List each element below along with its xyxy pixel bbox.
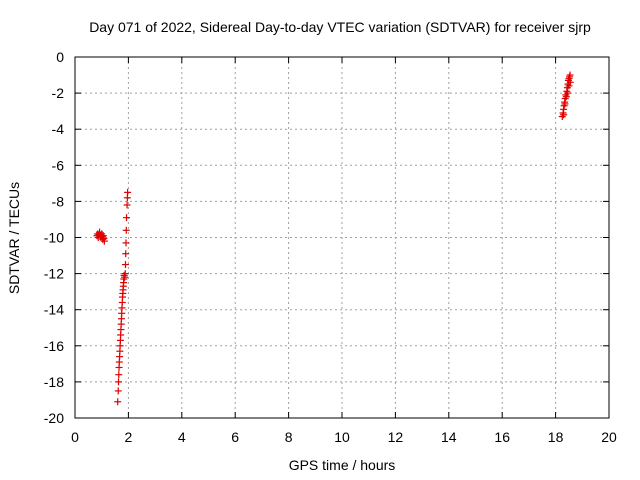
data-point <box>122 226 130 234</box>
data-point <box>123 201 131 209</box>
x-tick-label: 14 <box>441 429 457 445</box>
data-point <box>100 237 108 245</box>
data-point <box>560 111 568 119</box>
data-point <box>114 398 122 406</box>
data-point <box>121 261 129 269</box>
data-point <box>566 78 574 86</box>
chart-title: Day 071 of 2022, Sidereal Day-to-day VTE… <box>89 19 591 35</box>
y-tick-label: -10 <box>44 230 64 246</box>
y-tick-label: 0 <box>56 49 64 65</box>
axis-ticks <box>74 56 610 419</box>
y-tick-label: -4 <box>52 121 65 137</box>
data-point <box>122 250 130 258</box>
data-point <box>122 239 130 247</box>
data-point <box>123 214 131 222</box>
x-tick-label: 2 <box>125 429 133 445</box>
y-tick-label: -12 <box>44 266 64 282</box>
data-point <box>115 378 123 386</box>
y-tick-label: -16 <box>44 338 64 354</box>
y-axis-label: SDTVAR / TECUs <box>6 182 22 294</box>
x-tick-label: 8 <box>285 429 293 445</box>
x-tick-label: 6 <box>231 429 239 445</box>
data-point <box>121 270 129 278</box>
data-point <box>124 188 132 196</box>
tick-labels: 0 2 4 6 8 10 12 14 16 18 20 0 -2 -4 -6 -8 -10 -12 -14 -16 -1… <box>44 49 617 445</box>
x-tick-label: 12 <box>388 429 404 445</box>
y-tick-label: -14 <box>44 302 64 318</box>
x-tick-label: 4 <box>178 429 186 445</box>
data-points <box>93 71 574 406</box>
x-tick-label: 20 <box>601 429 617 445</box>
x-tick-label: 0 <box>71 429 79 445</box>
y-tick-label: -8 <box>52 193 65 209</box>
y-tick-label: -18 <box>44 374 64 390</box>
x-axis-label: GPS time / hours <box>289 457 396 473</box>
x-tick-label: 10 <box>334 429 350 445</box>
data-point <box>565 82 573 90</box>
data-point <box>561 100 569 108</box>
grid <box>75 57 609 418</box>
x-tick-label: 18 <box>548 429 564 445</box>
data-point <box>566 71 574 79</box>
data-point <box>564 89 572 97</box>
x-tick-label: 16 <box>494 429 510 445</box>
data-point <box>114 387 122 395</box>
data-point <box>115 371 123 379</box>
y-tick-label: -6 <box>52 157 65 173</box>
y-tick-label: -2 <box>52 85 65 101</box>
data-point <box>558 113 566 121</box>
y-tick-label: -20 <box>44 410 64 426</box>
